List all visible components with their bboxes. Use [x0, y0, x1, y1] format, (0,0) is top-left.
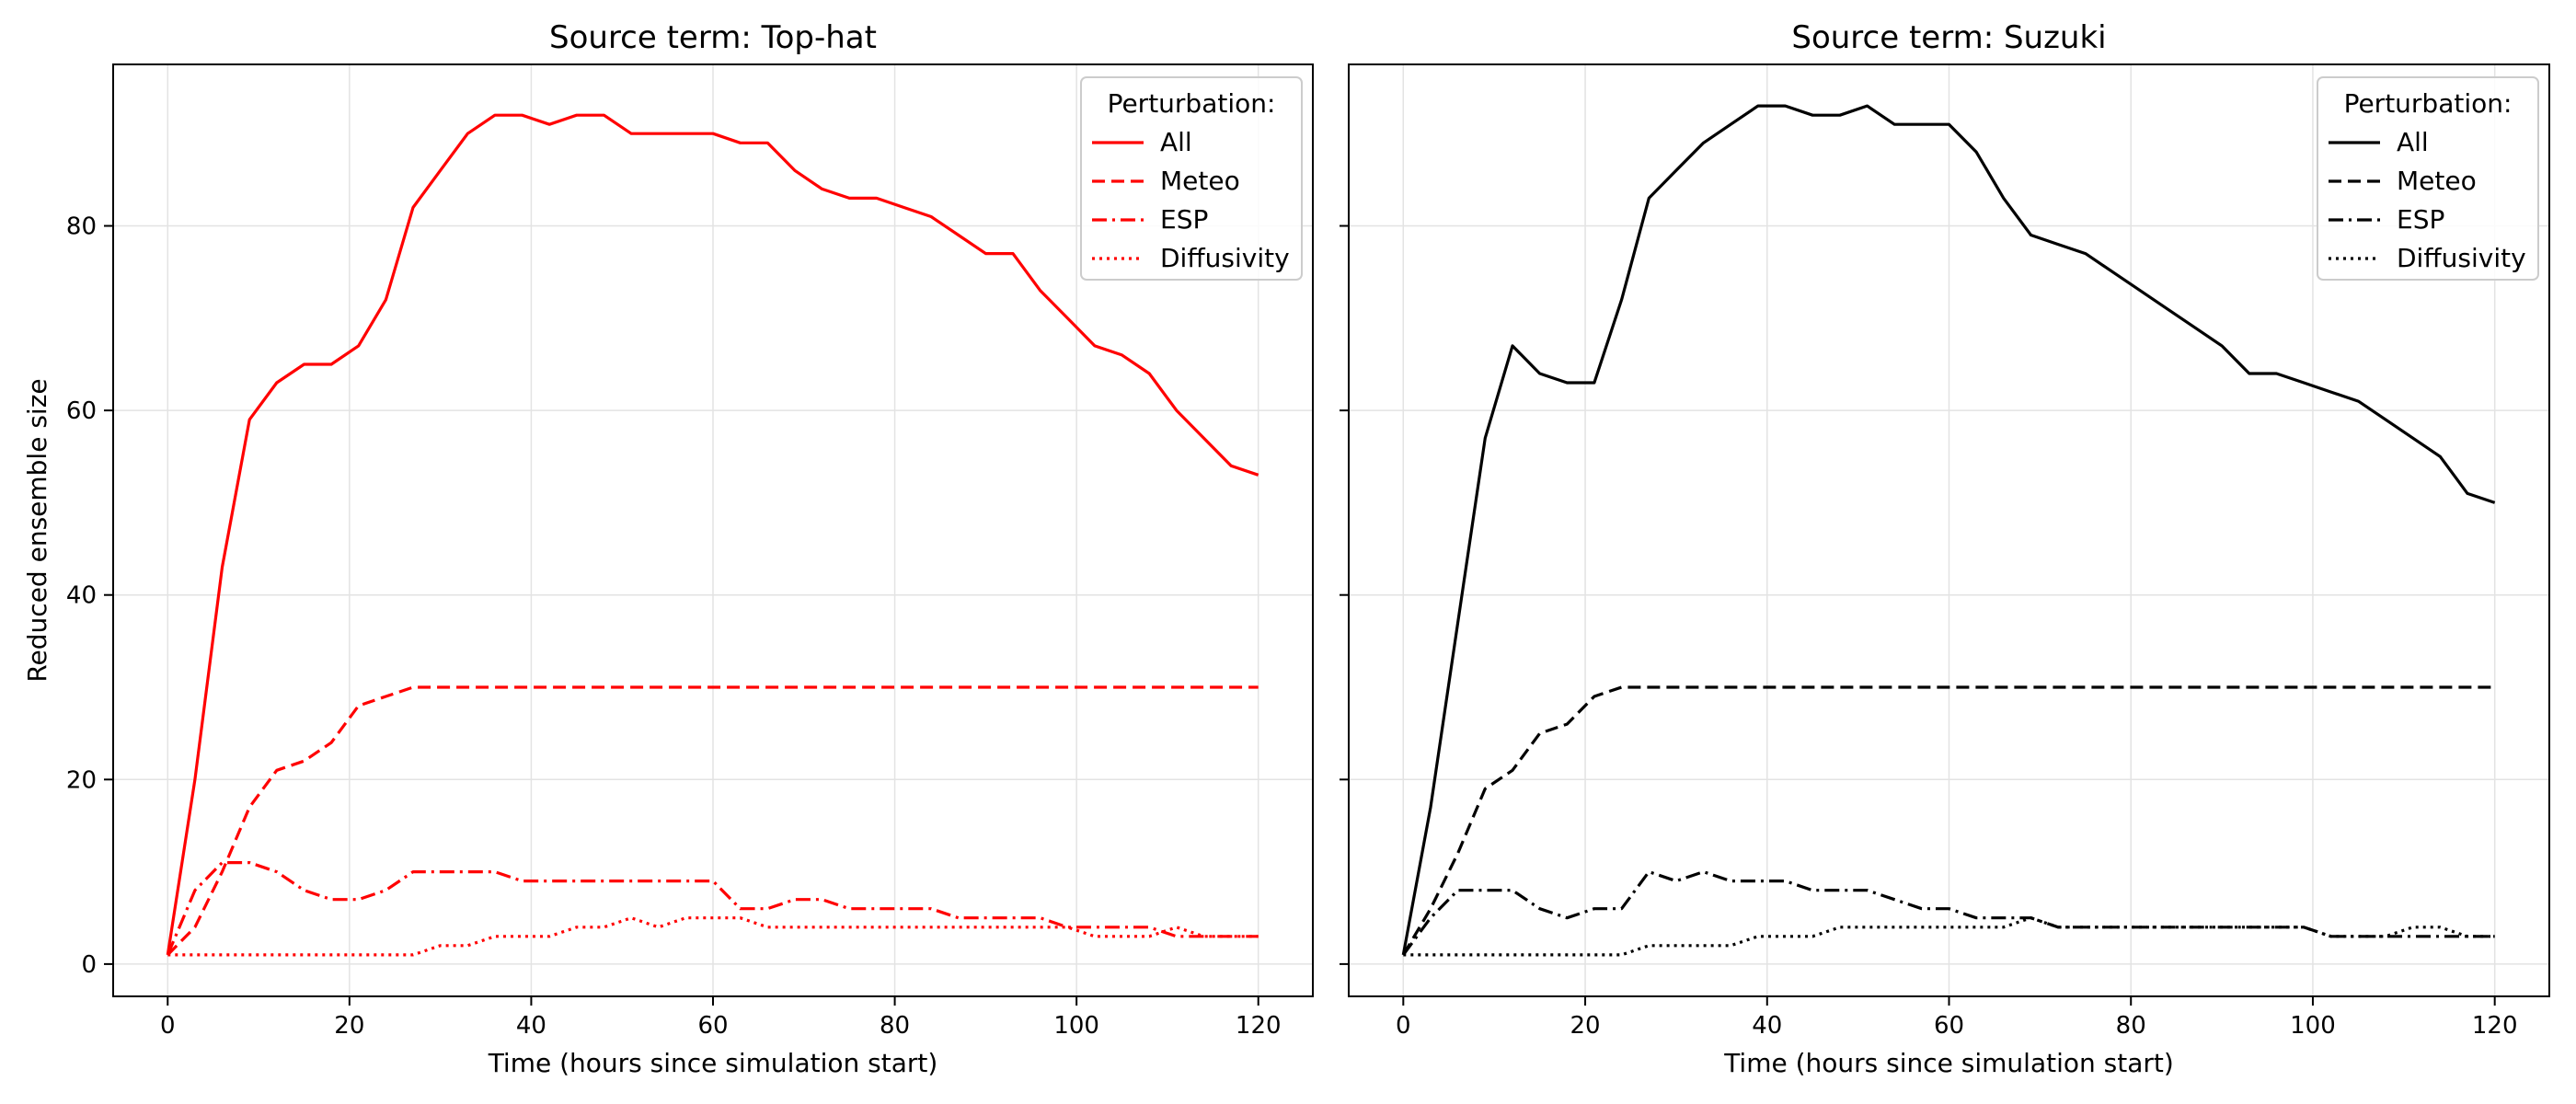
legend-label-esp: ESP [1160, 204, 1208, 235]
series-line-diffusivity [167, 916, 1259, 957]
chart-panel-1: 0 20 40 60 80 100 120 Source term: Suzuki Time (… [1340, 19, 2550, 1078]
y-tick-label: 40 [66, 582, 97, 610]
x-tick-label: 40 [516, 1012, 546, 1040]
x-tick-label: 0 [1396, 1012, 1411, 1040]
legend-title: Perturbation: [1108, 88, 1276, 119]
x-tick-label: 80 [880, 1012, 910, 1040]
x-axis-label: Time (hours since simulation start) [488, 1048, 938, 1078]
chart-panel-0: 0 20 40 60 80 100 120 0 20 40 60 80 Source term: Top… [22, 19, 1314, 1078]
x-tick-label: 120 [2472, 1012, 2518, 1040]
chart-title: Source term: Top-hat [549, 19, 877, 56]
x-tick-label: 100 [1053, 1012, 1099, 1040]
y-axis-label: Reduced ensemble size [22, 378, 52, 682]
y-tick-label: 60 [66, 397, 97, 425]
series-line-meteo [1401, 685, 2495, 956]
x-axis-label: Time (hours since simulation start) [1723, 1048, 2174, 1078]
series-line-esp [1402, 869, 2495, 956]
x-tick-label: 120 [1236, 1012, 1282, 1040]
legend: Perturbation: All Meteo ESP Diffusivity [1080, 76, 1303, 281]
x-tick-label: 100 [2290, 1012, 2336, 1040]
legend-label-meteo: Meteo [2397, 166, 2477, 196]
legend-box [2317, 76, 2539, 281]
series-line-all [166, 113, 1259, 956]
legend-label-diffusivity: Diffusivity [1160, 243, 1290, 273]
x-tick-label: 20 [334, 1012, 364, 1040]
series-line-meteo [167, 685, 1259, 957]
legend-label-diffusivity: Diffusivity [2397, 243, 2526, 273]
legend-title: Perturbation: [2344, 88, 2513, 119]
legend-box [1080, 76, 1303, 281]
legend-label-esp: ESP [2397, 204, 2444, 235]
y-tick-label: 80 [66, 213, 97, 241]
series-line-all [1401, 104, 2496, 956]
x-tick-label: 40 [1752, 1012, 1782, 1040]
legend-label-all: All [1160, 127, 1192, 157]
y-tick-label: 0 [81, 951, 97, 979]
legend: Perturbation: All Meteo ESP Diffusivity [2317, 76, 2539, 281]
x-tick-label: 0 [160, 1012, 176, 1040]
legend-label-meteo: Meteo [1160, 166, 1240, 196]
series-line-esp [166, 860, 1259, 956]
x-tick-label: 60 [1934, 1012, 1964, 1040]
legend-label-all: All [2397, 127, 2429, 157]
x-tick-label: 60 [697, 1012, 728, 1040]
x-tick-label: 20 [1570, 1012, 1600, 1040]
y-tick-label: 20 [66, 766, 97, 794]
chart-title: Source term: Suzuki [1791, 19, 2106, 56]
x-tick-label: 80 [2116, 1012, 2146, 1040]
